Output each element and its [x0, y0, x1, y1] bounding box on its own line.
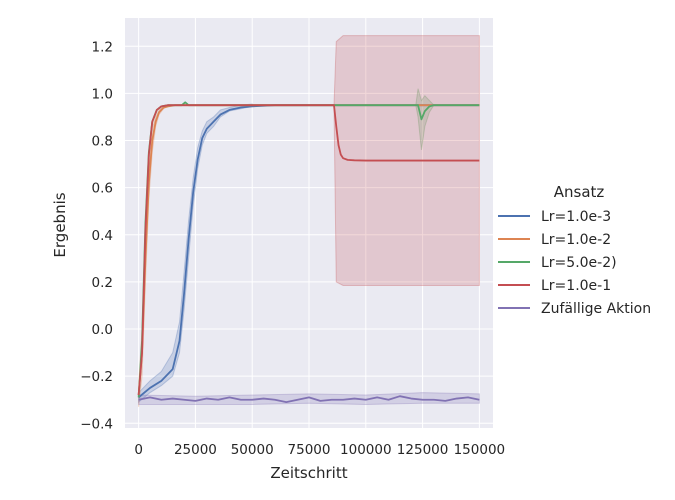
series-line-zuf-llige-aktion	[138, 395, 480, 403]
x-tick-label: 100000	[340, 442, 392, 458]
y-tick-label: 1.2	[92, 39, 113, 55]
y-tick-labels: −0.4 −0.2 0.0 0.2 0.4 0.6 0.8 1.0 1.2	[80, 39, 113, 432]
x-tick-label: 0	[134, 442, 143, 458]
x-tick-label: 25000	[174, 442, 217, 458]
x-tick-label: 125000	[397, 442, 449, 458]
y-tick-label: 0.4	[92, 228, 113, 244]
legend-label-lr-1-0e-1: Lr=1.0e-1	[541, 278, 611, 294]
series-line-lr-1-0e-1	[137, 104, 480, 396]
legend-label-zuf-llige-aktion: Zufällige Aktion	[541, 301, 651, 317]
band-zuf-llige-aktion	[138, 392, 480, 405]
x-tick-label: 150000	[454, 442, 506, 458]
x-tick-labels: 0 25000 50000 75000 100000 125000 150000	[134, 442, 505, 458]
y-tick-label: 0.6	[92, 181, 113, 197]
x-axis-label: Zeitschritt	[270, 464, 347, 482]
x-tick-label: 50000	[231, 442, 274, 458]
y-tick-label: −0.2	[80, 369, 113, 385]
y-tick-label: 1.0	[92, 86, 113, 102]
legend-label-lr-1-0e-3: Lr=1.0e-3	[541, 209, 611, 225]
legend-title: Ansatz	[554, 183, 605, 201]
y-axis-label: Ergebnis	[51, 192, 69, 257]
legend-label-lr-1-0e-2: Lr=1.0e-2	[541, 232, 611, 248]
y-tick-label: 0.0	[92, 322, 113, 338]
legend: Ansatz Lr=1.0e-3 Lr=1.0e-2 Lr=5.0e-2) Lr=1.…	[498, 183, 651, 317]
x-tick-label: 75000	[288, 442, 331, 458]
legend-label-lr-5-0e-2: Lr=5.0e-2)	[541, 255, 617, 271]
y-tick-label: 0.8	[92, 134, 113, 150]
y-tick-label: −0.4	[80, 416, 113, 432]
series-lines	[137, 101, 480, 403]
y-tick-label: 0.2	[92, 275, 113, 291]
grid	[125, 18, 493, 428]
